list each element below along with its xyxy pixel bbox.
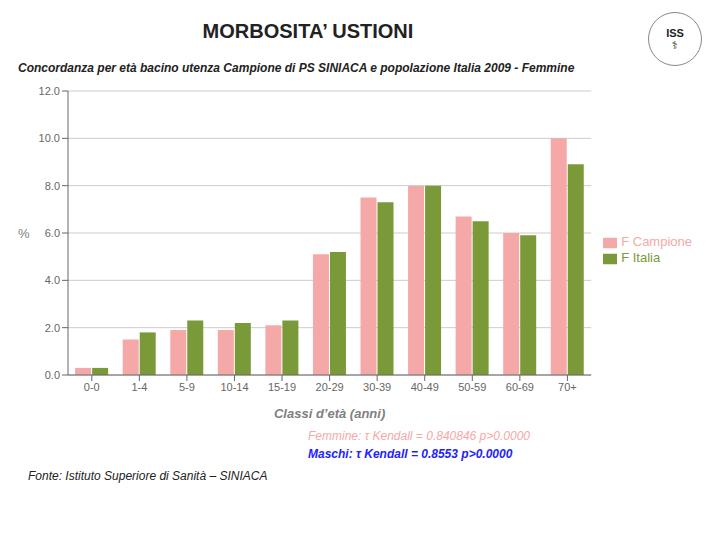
html-text:Fonte: Istituto Superiore di S: Fonte: Istituto Superiore di Sanità – SI… <box>28 469 268 483</box>
svg-text:30-39: 30-39 <box>363 381 391 393</box>
svg-text:12.0: 12.0 <box>39 85 60 97</box>
svg-text:2.0: 2.0 <box>45 322 60 334</box>
svg-text:20-29: 20-29 <box>316 381 344 393</box>
html-text:Maschi: τ Kendall = 0.8553 p>0: Maschi: τ Kendall = 0.8553 p>0.0000 <box>308 447 513 461</box>
html-text:MORBOSITA’ USTIONI: MORBOSITA’ USTIONI <box>202 20 414 42</box>
svg-text:Classi d’età (anni): Classi d’età (anni) <box>274 406 385 421</box>
svg-text:10-14: 10-14 <box>220 381 248 393</box>
svg-text:0.0: 0.0 <box>45 369 60 381</box>
svg-text:70+: 70+ <box>558 381 577 393</box>
svg-text:8.0: 8.0 <box>45 180 60 192</box>
svg-text:6.0: 6.0 <box>45 227 60 239</box>
html-text:F Campione: F Campione <box>621 234 692 250</box>
html-text:Concordanza per età bacino ute: Concordanza per età bacino utenza Campio… <box>18 61 575 75</box>
html-text:F Italia: F Italia <box>621 250 661 265</box>
svg-text:50-59: 50-59 <box>458 381 486 393</box>
svg-text:1-4: 1-4 <box>131 381 147 393</box>
svg-text:4.0: 4.0 <box>45 274 60 286</box>
svg-text:%: % <box>18 226 30 241</box>
html-text:Femmine: τ Kendall = 0.840846: Femmine: τ Kendall = 0.840846 p>0.0000 <box>308 429 530 443</box>
svg-text:0-0: 0-0 <box>84 381 100 393</box>
html-text:ISS: ISS <box>666 26 684 39</box>
svg-text:15-19: 15-19 <box>268 381 296 393</box>
svg-text:60-69: 60-69 <box>506 381 534 393</box>
svg-text:40-49: 40-49 <box>411 381 439 393</box>
svg-text:10.0: 10.0 <box>39 132 60 144</box>
svg-text:5-9: 5-9 <box>179 381 195 393</box>
